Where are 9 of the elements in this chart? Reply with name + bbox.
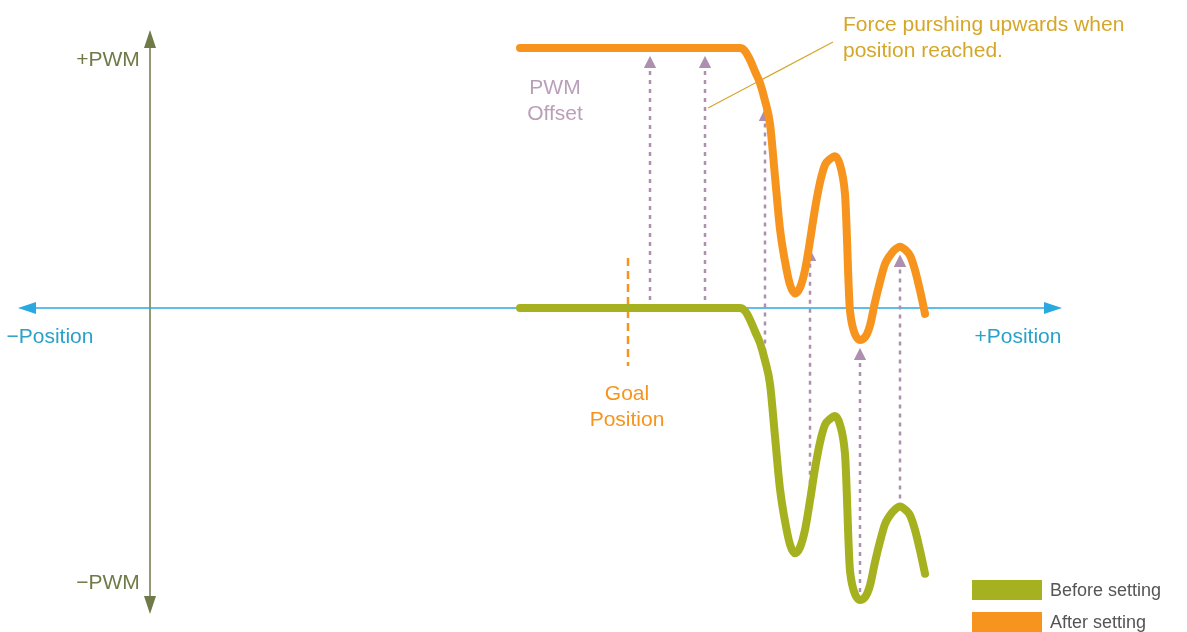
text: +PWM bbox=[76, 47, 140, 70]
text: +Position bbox=[974, 324, 1062, 347]
legend-label: Before setting bbox=[1050, 580, 1162, 600]
text: −Position bbox=[6, 324, 94, 347]
text: −PWM bbox=[76, 570, 140, 593]
annotation: Force purshing upwards when position reached. bbox=[843, 12, 1125, 61]
legend-label: After setting bbox=[1050, 612, 1147, 632]
annotation: Goal Position bbox=[589, 381, 665, 430]
annotation: PWM Offset bbox=[527, 75, 583, 124]
